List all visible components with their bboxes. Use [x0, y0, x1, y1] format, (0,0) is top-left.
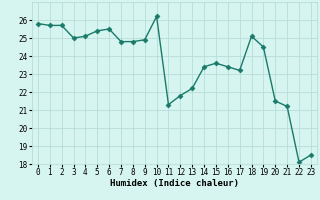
X-axis label: Humidex (Indice chaleur): Humidex (Indice chaleur)	[110, 179, 239, 188]
